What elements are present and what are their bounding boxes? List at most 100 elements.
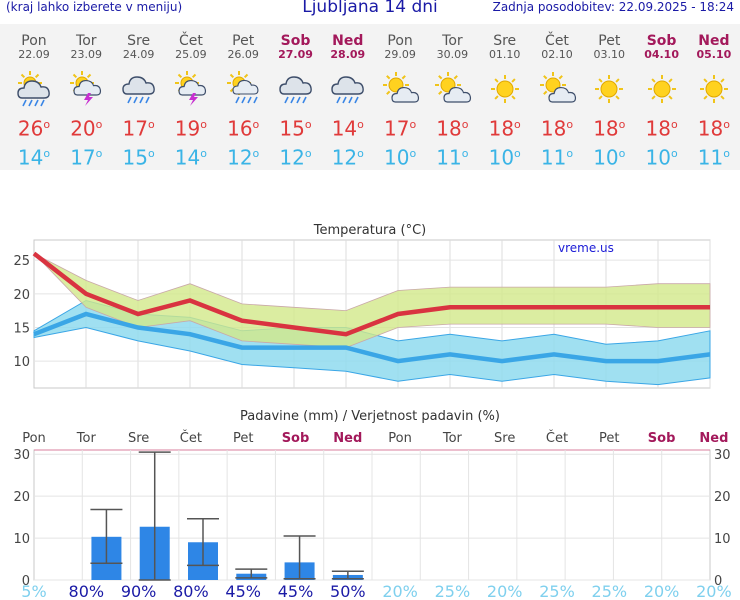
day-name: Čet: [178, 33, 203, 49]
day-column: Ned 28.09 14o 12o: [322, 24, 374, 170]
day-name: Pet: [232, 33, 255, 49]
precipitation-probability-label: 5%: [21, 582, 46, 600]
max-temperature: 17o: [122, 116, 155, 141]
day-date: 22.09: [18, 48, 50, 61]
day-date: 05.10: [696, 48, 732, 61]
day-date: 04.10: [644, 48, 679, 61]
precipitation-day-label: Pet: [599, 431, 619, 446]
precipitation-probability-label: 25%: [435, 582, 471, 600]
precipitation-day-label: Pon: [22, 431, 46, 446]
day-date: 24.09: [122, 48, 155, 61]
sun-cloud-icon: [426, 69, 478, 109]
precipitation-tick-label-right: 10: [714, 532, 731, 547]
page-title: Ljubljana 14 dni: [302, 0, 438, 17]
daily-forecast-strip: Pon 22.09 26o 14o Tor 23.09 20o 17o Sre 24.09 17o 1…: [0, 24, 740, 170]
precipitation-probability-label: 45%: [225, 582, 261, 600]
watermark: vreme.us: [558, 241, 614, 255]
min-temperature: 14o: [174, 145, 207, 170]
day-name: Pon: [21, 33, 47, 49]
day-column: Sre 24.09 17o 15o: [113, 24, 165, 170]
precipitation-probability-label: 90%: [121, 582, 157, 600]
max-temperature: 17o: [384, 116, 417, 141]
precipitation-day-label: Čet: [546, 430, 568, 446]
precipitation-chart-title: Padavine (mm) / Verjetnost padavin (%): [240, 409, 500, 424]
precipitation-day-label: Sre: [494, 431, 515, 446]
precipitation-day-label: Ned: [333, 431, 362, 446]
day-date: 01.10: [488, 48, 521, 61]
min-temperature: 10o: [384, 145, 417, 170]
temperature-tick-label: 10: [13, 355, 30, 370]
min-temperature-line: [33, 311, 711, 364]
precipitation-tick-label-left: 10: [13, 532, 30, 547]
max-temperature: 18o: [436, 116, 469, 141]
precipitation-probability-label: 45%: [278, 582, 314, 600]
min-temperature: 14o: [17, 145, 51, 170]
precipitation-day-label: Tor: [442, 431, 463, 446]
min-temperature: 11o: [540, 145, 574, 170]
day-column: Sob 04.10 18o 10o: [636, 24, 688, 170]
max-temperature: 16o: [227, 116, 260, 141]
precipitation-day-label: Sob: [648, 431, 676, 446]
day-name: Sob: [646, 33, 677, 49]
min-temperature: 12o: [279, 145, 312, 170]
rain-cloud-icon: [270, 69, 322, 109]
day-column: Pon 22.09 26o 14o: [8, 24, 60, 170]
day-column: Pet 03.10 18o 10o: [583, 24, 635, 170]
sun-icon: [688, 69, 740, 109]
day-column: Sob 27.09 15o 12o: [270, 24, 322, 170]
day-column: Ned 05.10 18o 11o: [688, 24, 740, 170]
day-date: 03.10: [593, 48, 626, 61]
precipitation-probability-label: 25%: [539, 582, 575, 600]
min-temperature: 10o: [593, 145, 626, 170]
sun-rain-icon: [217, 69, 269, 109]
max-temperature: 19o: [174, 116, 207, 141]
rain-cloud-icon: [322, 69, 374, 109]
max-temperature: 18o: [488, 116, 521, 141]
min-temperature: 12o: [331, 145, 364, 170]
precipitation-tick-label-left: 30: [13, 448, 30, 463]
day-name: Tor: [76, 33, 97, 49]
precipitation-tick-label-right: 20: [714, 490, 731, 505]
max-temperature: 18o: [540, 116, 574, 141]
sun-cloud-icon: [531, 69, 583, 109]
day-name: Čet: [545, 33, 569, 49]
day-date: 27.09: [278, 48, 313, 61]
last-update: Zadnja posodobitev: 22.09.2025 - 18:24: [492, 0, 734, 14]
precipitation-tick-label-left: 0: [22, 574, 30, 589]
day-column: Tor 23.09 20o 17o: [60, 24, 112, 170]
rain-cloud-icon: [113, 69, 165, 109]
day-name: Ned: [698, 33, 730, 49]
day-date: 23.09: [70, 48, 103, 61]
sun-cloud-icon: [374, 69, 426, 109]
day-name: Ned: [332, 33, 364, 49]
day-date: 26.09: [227, 48, 259, 61]
precipitation-probability-label: 80%: [173, 582, 209, 600]
day-column: Čet 02.10 18o 11o: [531, 24, 583, 170]
min-temperature: 15o: [122, 145, 155, 170]
precipitation-tick-label-left: 20: [13, 490, 30, 505]
day-name: Tor: [442, 33, 463, 49]
sun-icon: [479, 69, 531, 109]
precipitation-tick-label-right: 0: [714, 574, 722, 589]
max-temperature-line: [32, 251, 710, 337]
day-date: 02.10: [541, 48, 573, 61]
min-temperature: 10o: [645, 145, 678, 170]
max-temperature: 18o: [697, 116, 730, 141]
sun-icon: [636, 69, 688, 109]
max-temperature: 15o: [279, 116, 312, 141]
day-date: 28.09: [330, 48, 366, 61]
precipitation-probability-label: 25%: [592, 582, 628, 600]
sun-icon: [583, 69, 635, 109]
precipitation-day-label: Pon: [388, 431, 412, 446]
precipitation-tick-label-right: 30: [714, 448, 731, 463]
max-temperature: 26o: [17, 116, 51, 141]
precipitation-day-label: Sob: [282, 431, 310, 446]
precipitation-day-label: Pet: [233, 431, 253, 446]
precipitation-day-label: Ned: [699, 431, 728, 446]
max-temperature: 14o: [331, 116, 364, 141]
precipitation-day-label: Sre: [128, 431, 149, 446]
precipitation-probability-label: 20%: [487, 582, 523, 600]
precipitation-probability-label: 50%: [330, 582, 366, 600]
day-column: Sre 01.10 18o 10o: [479, 24, 531, 170]
day-column: Čet 25.09 19o 14o: [165, 24, 217, 170]
